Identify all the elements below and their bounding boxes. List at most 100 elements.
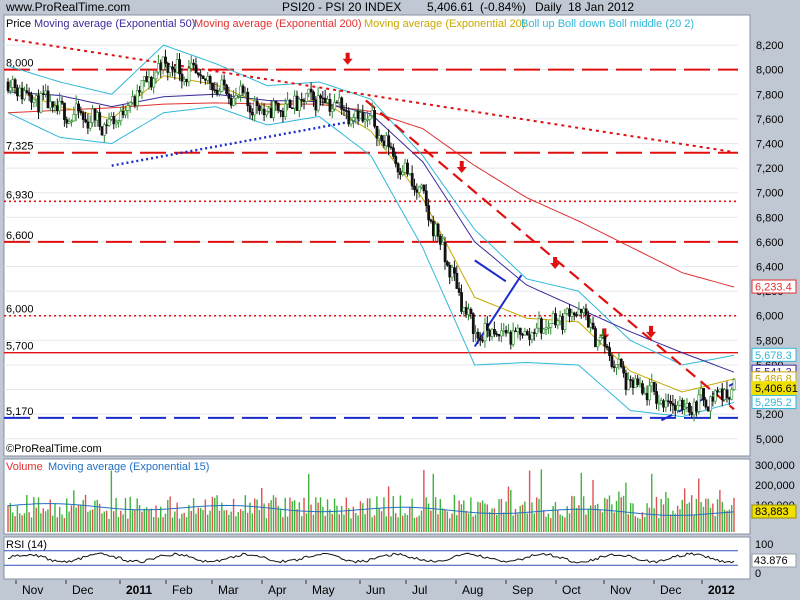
x-tick-label: Sep [512,583,534,597]
candle-body [187,68,191,83]
candle-body [417,186,421,193]
candle-body [208,76,212,84]
candle-body [77,103,80,112]
candle-body [594,328,597,348]
candle-body [199,74,203,77]
price-tag [751,381,797,396]
candle-body [373,110,377,127]
candle-body [333,101,337,110]
candle-body [695,401,698,412]
volume-tick: 200,000 [755,480,795,492]
candle-body [688,403,691,413]
candle-body [145,76,149,83]
candle-body [730,389,734,400]
candle-body [556,320,560,326]
candle-body [629,379,633,381]
price-plot: 8,000 7,325 6,930 6,600 6,000 5,700 5,170 [4,37,738,440]
candle-body [286,99,290,105]
candle-body [328,99,332,112]
candle-body [161,56,165,70]
candle-body [638,383,642,386]
candle-body [244,91,247,94]
copyright-label: ©ProRealTime.com [6,443,102,455]
candle-body [375,126,379,139]
candle-body [709,396,713,412]
candle-body [455,272,459,289]
price-tick-label: 6,000 [756,311,784,323]
candle-body [565,308,569,314]
candle-body [591,322,595,329]
price-tag [751,347,797,362]
x-tick-label: Mar [218,583,239,597]
candle-body [95,112,99,121]
candle-body [662,400,666,408]
candle-body [182,79,186,82]
candle-body [272,100,275,118]
candle-body [316,95,320,111]
candle-body [631,379,635,388]
candle-body [30,94,33,103]
candle-body [380,135,384,142]
candle-body [241,85,245,94]
flag-lines [473,259,523,348]
candle-body [497,334,501,337]
down-arrow-marker [342,52,353,65]
x-tick-label: Jul [412,583,427,597]
candle-body [575,314,579,317]
candle-body [23,90,26,100]
candle-body [312,91,315,101]
volume-axis: 300,000 200,000 100,000 [755,460,795,512]
candle-body [469,308,473,315]
rsi-axis: 100 0 [755,539,773,580]
candle-body [265,110,268,116]
candle-body [525,331,529,336]
candle-body [568,308,572,317]
candle-body [488,330,492,337]
candle-body [283,103,287,118]
candle-body [605,345,609,348]
candle-body [500,330,503,337]
candle-body [192,62,196,66]
price-tag [751,394,797,409]
candle-body [239,85,243,96]
price-tag [751,279,797,294]
candle-body [659,400,663,404]
period-label: Daily [535,0,562,14]
candle-body [159,63,163,70]
level-label: 8,000 [6,58,34,70]
candle-body [521,334,525,336]
candle-body [175,59,179,73]
candle-body [387,135,391,148]
candle-body [48,101,52,109]
candle-body [363,119,367,122]
website-label[interactable]: www.ProRealTime.com [5,0,130,14]
volume-last-label: 83,883 [755,506,789,518]
candle-body [608,347,611,357]
candle-body [624,372,628,390]
candle-body [152,78,156,88]
last-price-label: 5,406.61 [427,0,474,14]
legend: Price Moving average (Exponential 50) Mo… [6,18,694,30]
date-label: 18 Jan 2012 [568,0,634,14]
candle-body [389,146,393,149]
legend-boll: Boll up Boll down Boll middle (20 2) [521,18,694,30]
volume-last-tag [751,504,797,519]
candle-body [718,388,722,392]
price-tick-label: 6,400 [756,262,784,274]
candle-body [302,99,306,102]
candle-body [493,329,496,335]
price-tick-label: 7,800 [756,89,784,101]
candle-body [16,87,19,97]
rsi-tick: 0 [755,568,761,580]
candle-body [180,73,184,82]
candle-body [213,89,217,92]
candle-body [67,121,71,124]
change-label: (-0.84%) [480,0,526,14]
candle-body [349,120,353,125]
candle-body [603,335,607,347]
candle-body [337,97,341,103]
candle-body [457,288,461,293]
x-tick-label: Oct [562,583,581,597]
candle-body [248,105,252,113]
candle-body [32,98,36,103]
